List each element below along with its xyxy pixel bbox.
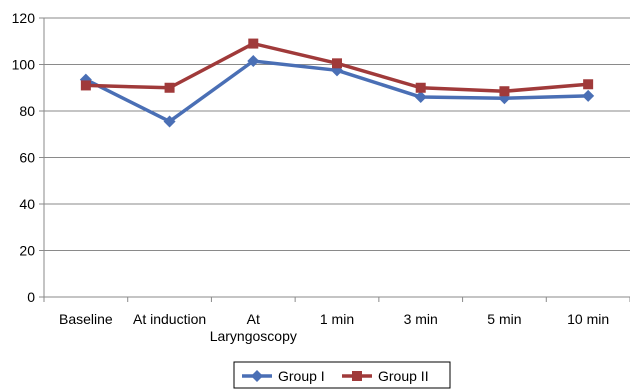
y-axis-tick-labels: 0 20 40 60 80 100 120 [12,10,36,305]
x-tick-label: Baseline [59,311,113,327]
data-point-marker [499,86,510,97]
y-tick-label: 80 [19,103,35,119]
gridlines [44,17,630,251]
legend: Group I Group II [233,361,451,389]
data-point-marker [415,82,426,93]
y-tick-label: 20 [19,243,35,259]
x-tick-label: At induction [133,311,206,327]
legend-marker [352,371,362,381]
axes [39,17,630,302]
y-tick-label: 0 [27,289,35,305]
series-2 [80,38,594,97]
data-point-marker [248,38,259,49]
x-tick-label: Laryngoscopy [210,328,297,344]
data-point-marker [332,58,342,69]
data-point-marker [164,82,175,93]
data-point-marker [80,80,91,91]
y-tick-label: 60 [19,150,35,166]
x-tick-label: 5 min [487,311,521,327]
data-point-marker [583,79,594,90]
legend-label: Group II [378,368,429,384]
x-tick-label: 10 min [567,311,609,327]
x-tick-label: 1 min [320,311,354,327]
data-point-marker [414,91,427,104]
y-tick-label: 100 [12,57,36,73]
y-tick-label: 120 [12,10,36,26]
data-point-marker [163,115,176,128]
y-tick-label: 40 [19,196,35,212]
data-point-marker [247,55,260,68]
x-tick-label: At [247,311,260,327]
x-tick-label: 3 min [404,311,438,327]
legend-marker [251,370,263,382]
data-point-marker [582,89,595,102]
legend-label: Group I [278,368,325,384]
data-series [79,38,595,128]
